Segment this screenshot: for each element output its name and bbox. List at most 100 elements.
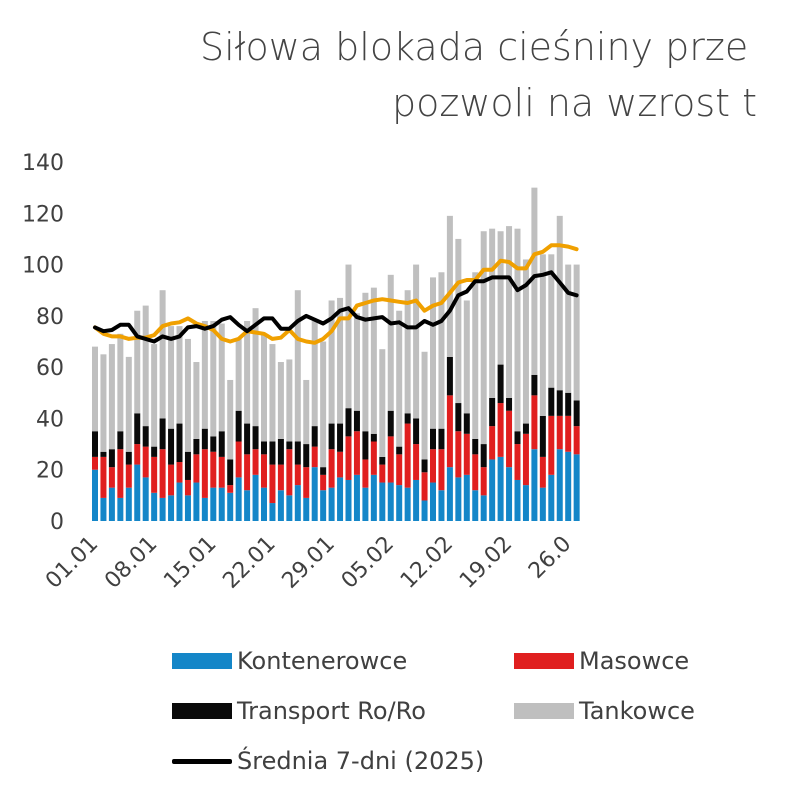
x-tick-label: 22.01 bbox=[218, 532, 280, 594]
bar-kontenerowce bbox=[430, 482, 436, 521]
bar-kontenerowce bbox=[168, 495, 175, 521]
bar-kontenerowce bbox=[497, 456, 504, 521]
bar-masowce bbox=[201, 449, 208, 498]
bar-transport-ro-ro bbox=[548, 387, 555, 416]
bar-kontenerowce bbox=[134, 464, 141, 521]
bar-transport-ro-ro bbox=[193, 438, 200, 455]
bar-transport-ro-ro bbox=[269, 441, 276, 465]
bar-transport-ro-ro bbox=[92, 431, 98, 457]
bar-kontenerowce bbox=[201, 497, 208, 521]
x-tick-label: 29.01 bbox=[278, 532, 340, 594]
bar-masowce bbox=[176, 462, 183, 483]
bar-tankowce bbox=[159, 290, 166, 419]
bar-masowce bbox=[497, 403, 504, 457]
line-srednia-2026 bbox=[93, 243, 579, 345]
bar-transport-ro-ro bbox=[387, 410, 394, 437]
bar-tankowce bbox=[337, 297, 344, 424]
bar-tankowce bbox=[548, 254, 555, 388]
bar-kontenerowce bbox=[514, 479, 521, 521]
bar-kontenerowce bbox=[489, 459, 496, 521]
bar-transport-ro-ro bbox=[438, 428, 445, 450]
bar-masowce bbox=[218, 456, 225, 488]
bar-kontenerowce bbox=[294, 485, 301, 521]
bar-tankowce bbox=[235, 338, 242, 411]
bar-tankowce bbox=[294, 290, 301, 442]
bar-kontenerowce bbox=[244, 490, 251, 521]
y-tick-label: 140 bbox=[22, 151, 64, 176]
bar-kontenerowce bbox=[404, 487, 411, 521]
bar-masowce bbox=[472, 454, 479, 491]
bar-transport-ro-ro bbox=[345, 408, 352, 437]
bar-masowce bbox=[565, 415, 572, 452]
bar-transport-ro-ro bbox=[184, 451, 191, 480]
bar-masowce bbox=[261, 454, 267, 488]
legend-item-srednia: Średnia 7-dni (2025) bbox=[172, 747, 484, 775]
bar-masowce bbox=[404, 423, 411, 488]
legend-swatch-srednia bbox=[172, 758, 232, 764]
bar-tankowce bbox=[362, 292, 369, 432]
bar-transport-ro-ro bbox=[142, 426, 149, 447]
bar-kontenerowce bbox=[92, 469, 98, 521]
bar-masowce bbox=[100, 456, 107, 498]
bar-kontenerowce bbox=[522, 485, 529, 521]
bar-tankowce bbox=[404, 290, 411, 414]
bar-transport-ro-ro bbox=[159, 418, 166, 450]
chart-title-line-1: Siłowa blokada cieśniny prze bbox=[200, 25, 749, 69]
bar-masowce bbox=[455, 431, 462, 478]
legend-item-masowce: Masowce bbox=[514, 647, 689, 675]
bar-transport-ro-ro bbox=[286, 441, 293, 450]
bar-masowce bbox=[184, 479, 191, 496]
bar-tankowce bbox=[438, 272, 445, 429]
bar-masowce bbox=[396, 454, 403, 486]
bar-kontenerowce bbox=[235, 477, 242, 521]
bar-tankowce bbox=[142, 305, 149, 427]
bar-masowce bbox=[514, 444, 521, 480]
bar-masowce bbox=[134, 444, 141, 465]
chart-title-line-2: pozwoli na wzrost t bbox=[392, 81, 758, 125]
bar-masowce bbox=[531, 395, 538, 450]
bar-masowce bbox=[235, 441, 242, 478]
bar-masowce bbox=[269, 464, 276, 504]
bar-tankowce bbox=[244, 320, 251, 424]
bar-masowce bbox=[438, 449, 445, 491]
bar-kontenerowce bbox=[387, 482, 394, 521]
bar-kontenerowce bbox=[117, 497, 124, 521]
bar-kontenerowce bbox=[446, 467, 453, 521]
bar-masowce bbox=[227, 485, 234, 493]
bar-tankowce bbox=[108, 344, 115, 450]
bar-kontenerowce bbox=[142, 477, 149, 521]
x-tick-label: 08.01 bbox=[100, 532, 162, 594]
bar-tankowce bbox=[387, 274, 394, 411]
bar-tankowce bbox=[480, 231, 487, 445]
bar-kontenerowce bbox=[210, 487, 217, 521]
bar-kontenerowce bbox=[184, 495, 191, 521]
bar-masowce bbox=[125, 464, 132, 488]
bar-masowce bbox=[244, 454, 251, 491]
bar-tankowce bbox=[421, 351, 428, 460]
bar-masowce bbox=[159, 449, 166, 498]
y-tick-label: 60 bbox=[36, 356, 64, 381]
bar-masowce bbox=[522, 433, 529, 486]
bar-transport-ro-ro bbox=[108, 449, 115, 468]
bar-kontenerowce bbox=[565, 451, 572, 521]
legend-item-kontenerowce: Kontenerowce bbox=[172, 647, 407, 675]
bar-masowce bbox=[379, 464, 386, 483]
bar-masowce bbox=[151, 456, 158, 493]
x-tick-label: 05.02 bbox=[337, 532, 399, 594]
bar-masowce bbox=[421, 472, 428, 501]
bar-kontenerowce bbox=[463, 474, 470, 521]
x-tick-label: 19.02 bbox=[455, 532, 517, 594]
bar-kontenerowce bbox=[193, 482, 200, 521]
bar-masowce bbox=[92, 456, 98, 470]
bar-kontenerowce bbox=[438, 490, 445, 521]
bar-tankowce bbox=[311, 320, 318, 427]
bar-tankowce bbox=[446, 215, 453, 357]
bar-masowce bbox=[573, 426, 580, 455]
bar-tankowce bbox=[168, 326, 175, 429]
bar-transport-ro-ro bbox=[244, 423, 251, 455]
bar-transport-ro-ro bbox=[218, 431, 225, 457]
bar-tankowce bbox=[125, 356, 132, 452]
bar-transport-ro-ro bbox=[455, 403, 462, 432]
bar-transport-ro-ro bbox=[261, 441, 267, 455]
bar-kontenerowce bbox=[303, 497, 310, 521]
